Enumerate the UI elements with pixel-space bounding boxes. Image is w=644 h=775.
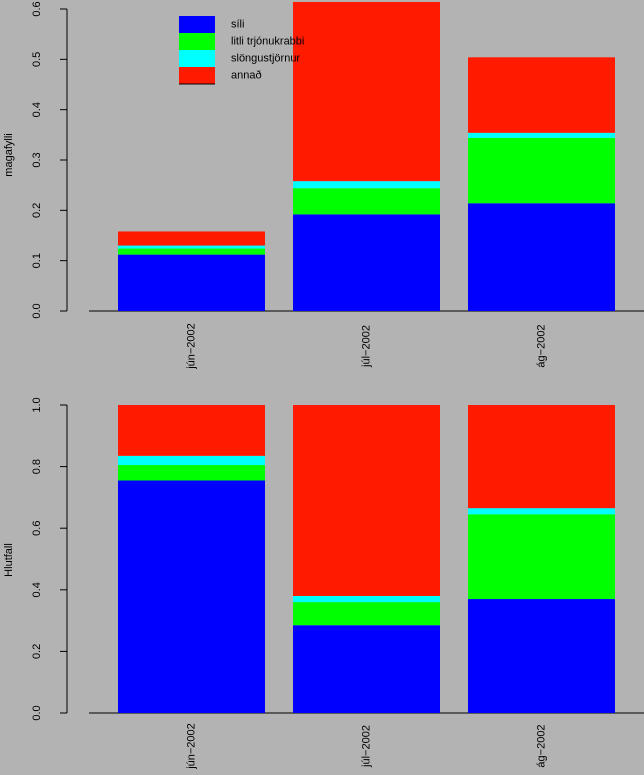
legend-label-sili: síli: [231, 19, 244, 31]
bar-ag-2002-anna: [468, 57, 615, 133]
y-tick-label: 0.0: [31, 303, 43, 318]
bar-jul-2002-litli-trjonukrabbi: [293, 188, 440, 215]
legend-swatch-anna: [179, 67, 215, 84]
x-category-label: ág−2002: [536, 324, 548, 367]
legend-label-slongustjornur: slöngustjörnur: [231, 53, 300, 65]
bar-jun-2002-slongustjornur: [118, 455, 265, 466]
y-tick-label: 0.1: [31, 253, 43, 268]
bar-ag-2002-litli-trjonukrabbi: [468, 514, 615, 600]
y-tick-label: 0.4: [31, 102, 43, 117]
bar-jul-2002-anna: [293, 1, 440, 182]
bar-jul-2002-slongustjornur: [293, 181, 440, 189]
y-tick-label: 0.6: [31, 521, 43, 536]
y-tick-label: 0.4: [31, 582, 43, 597]
y-tick-label: 0.6: [31, 1, 43, 16]
y-axis-title: magafylli: [3, 133, 15, 176]
y-tick-label: 0.8: [31, 459, 43, 474]
bar-jun-2002-anna: [118, 231, 265, 246]
bar-jul-2002-slongustjornur: [293, 595, 440, 603]
x-category-label: ág−2002: [536, 724, 548, 767]
x-category-label: júl−2002: [361, 325, 373, 368]
x-category-label: jún−2002: [186, 723, 198, 770]
y-tick-label: 1.0: [31, 397, 43, 412]
bar-ag-2002-slongustjornur: [468, 508, 615, 515]
legend: síli litli trjónukrabbi slöngustjörnur anna…: [179, 16, 304, 85]
bar-jul-2002-sili: [293, 625, 440, 713]
panel-magafylli: 0.0 0.1 0.2 0.3 0.4 0.5 0.6 magafylli jún−2002 jú…: [3, 1, 644, 370]
bar-jun-2002-litli-trjonukrabbi: [118, 465, 265, 481]
y-tick-label: 0.3: [31, 152, 43, 167]
y-axis-title: Hlutfall: [3, 543, 15, 577]
bar-jun-2002-sili: [118, 480, 265, 713]
panel-hlutfall: 0.0 0.2 0.4 0.6 0.8 1.0 Hlutfall jún−2002 júl−20…: [3, 397, 644, 770]
bar-ag-2002-sili: [468, 599, 615, 713]
legend-label-litli-trjonukrabbi: litli trjónukrabbi: [231, 36, 304, 48]
y-tick-label: 0.5: [31, 52, 43, 67]
bar-ag-2002-anna: [468, 405, 615, 509]
x-category-label: júl−2002: [361, 725, 373, 768]
bar-jul-2002-litli-trjonukrabbi: [293, 602, 440, 626]
bar-ag-2002-litli-trjonukrabbi: [468, 137, 615, 204]
legend-swatch-slongustjornur: [179, 50, 215, 67]
legend-swatch-sili: [179, 16, 215, 33]
bar-ag-2002-slongustjornur: [468, 132, 615, 138]
y-tick-label: 0.0: [31, 705, 43, 720]
y-tick-label: 0.2: [31, 203, 43, 218]
bar-jul-2002-anna: [293, 405, 440, 596]
bar-ag-2002-sili: [468, 203, 615, 311]
bar-jun-2002-slongustjornur: [118, 245, 265, 249]
bar-jun-2002-sili: [118, 254, 265, 311]
x-category-label: jún−2002: [186, 323, 198, 370]
y-tick-label: 0.2: [31, 644, 43, 659]
bar-jul-2002-sili: [293, 214, 440, 311]
legend-label-anna: annað: [231, 70, 262, 82]
bar-jun-2002-anna: [118, 405, 265, 456]
legend-swatch-litli-trjonukrabbi: [179, 33, 215, 50]
bar-jun-2002-litli-trjonukrabbi: [118, 248, 265, 255]
